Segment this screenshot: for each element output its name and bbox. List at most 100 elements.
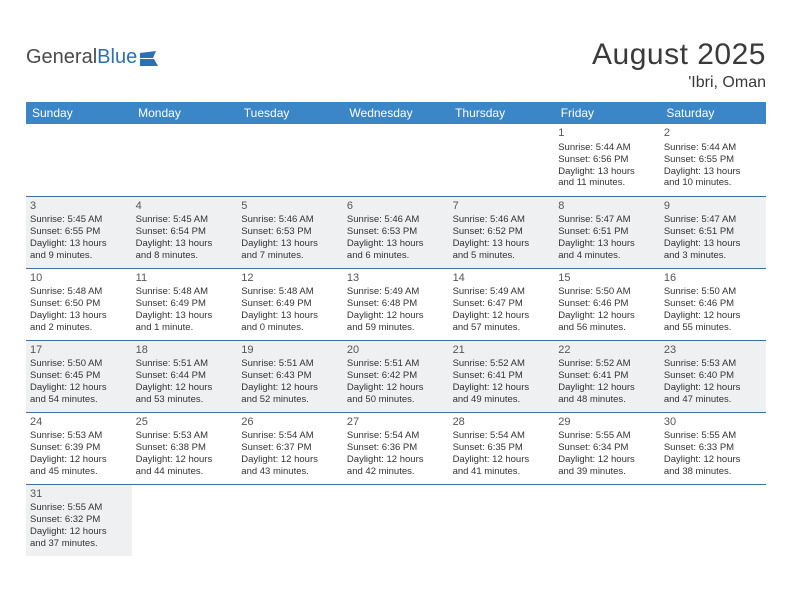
daylight2-text: and 41 minutes. — [453, 466, 551, 478]
sunset-text: Sunset: 6:34 PM — [558, 442, 656, 454]
daylight1-text: Daylight: 13 hours — [30, 238, 128, 250]
daylight2-text: and 45 minutes. — [30, 466, 128, 478]
day-cell: 25Sunrise: 5:53 AMSunset: 6:38 PMDayligh… — [132, 412, 238, 484]
day-cell: 31Sunrise: 5:55 AMSunset: 6:32 PMDayligh… — [26, 484, 132, 556]
sunrise-text: Sunrise: 5:50 AM — [30, 358, 128, 370]
sunset-text: Sunset: 6:38 PM — [136, 442, 234, 454]
daylight2-text: and 10 minutes. — [664, 177, 762, 189]
day-cell — [660, 484, 766, 556]
day-cell — [132, 124, 238, 196]
sunrise-text: Sunrise: 5:44 AM — [664, 142, 762, 154]
day-number: 26 — [241, 416, 339, 430]
logo: GeneralBlue — [26, 46, 162, 69]
day-number: 21 — [453, 344, 551, 358]
day-cell — [449, 484, 555, 556]
sunset-text: Sunset: 6:32 PM — [30, 514, 128, 526]
daylight1-text: Daylight: 12 hours — [453, 310, 551, 322]
sunset-text: Sunset: 6:46 PM — [558, 298, 656, 310]
day-cell: 6Sunrise: 5:46 AMSunset: 6:53 PMDaylight… — [343, 196, 449, 268]
week-row: 17Sunrise: 5:50 AMSunset: 6:45 PMDayligh… — [26, 340, 766, 412]
daylight2-text: and 9 minutes. — [30, 250, 128, 262]
sunrise-text: Sunrise: 5:44 AM — [558, 142, 656, 154]
day-number: 28 — [453, 416, 551, 430]
daylight1-text: Daylight: 12 hours — [347, 382, 445, 394]
day-header: Sunday — [26, 102, 132, 124]
daylight2-text: and 37 minutes. — [30, 538, 128, 550]
daylight1-text: Daylight: 12 hours — [136, 454, 234, 466]
daylight1-text: Daylight: 13 hours — [241, 310, 339, 322]
daylight1-text: Daylight: 12 hours — [664, 454, 762, 466]
day-cell: 13Sunrise: 5:49 AMSunset: 6:48 PMDayligh… — [343, 268, 449, 340]
daylight1-text: Daylight: 13 hours — [136, 310, 234, 322]
day-header: Thursday — [449, 102, 555, 124]
day-number: 30 — [664, 416, 762, 430]
sunrise-text: Sunrise: 5:53 AM — [664, 358, 762, 370]
day-number: 11 — [136, 272, 234, 286]
sunset-text: Sunset: 6:37 PM — [241, 442, 339, 454]
week-row: 1Sunrise: 5:44 AMSunset: 6:56 PMDaylight… — [26, 124, 766, 196]
day-number: 7 — [453, 200, 551, 214]
sunset-text: Sunset: 6:36 PM — [347, 442, 445, 454]
sunset-text: Sunset: 6:52 PM — [453, 226, 551, 238]
header: GeneralBlue August 2025 'Ibri, Oman — [26, 38, 766, 92]
day-header: Tuesday — [237, 102, 343, 124]
calendar-page: GeneralBlue August 2025 'Ibri, Oman Sund… — [0, 0, 792, 566]
sunrise-text: Sunrise: 5:49 AM — [453, 286, 551, 298]
sunset-text: Sunset: 6:54 PM — [136, 226, 234, 238]
sunset-text: Sunset: 6:49 PM — [136, 298, 234, 310]
daylight2-text: and 53 minutes. — [136, 394, 234, 406]
daylight2-text: and 42 minutes. — [347, 466, 445, 478]
sunrise-text: Sunrise: 5:46 AM — [347, 214, 445, 226]
sunset-text: Sunset: 6:40 PM — [664, 370, 762, 382]
daylight2-text: and 43 minutes. — [241, 466, 339, 478]
daylight2-text: and 44 minutes. — [136, 466, 234, 478]
day-cell: 5Sunrise: 5:46 AMSunset: 6:53 PMDaylight… — [237, 196, 343, 268]
daylight2-text: and 56 minutes. — [558, 322, 656, 334]
logo-text-2: Blue — [97, 46, 137, 69]
sunset-text: Sunset: 6:49 PM — [241, 298, 339, 310]
daylight1-text: Daylight: 13 hours — [558, 166, 656, 178]
daylight1-text: Daylight: 12 hours — [453, 382, 551, 394]
daylight2-text: and 54 minutes. — [30, 394, 128, 406]
daylight1-text: Daylight: 12 hours — [664, 382, 762, 394]
daylight2-text: and 6 minutes. — [347, 250, 445, 262]
location: 'Ibri, Oman — [592, 74, 766, 92]
daylight1-text: Daylight: 12 hours — [241, 382, 339, 394]
day-number: 31 — [30, 488, 128, 502]
day-number: 22 — [558, 344, 656, 358]
sunset-text: Sunset: 6:45 PM — [30, 370, 128, 382]
daylight1-text: Daylight: 12 hours — [453, 454, 551, 466]
day-number: 10 — [30, 272, 128, 286]
day-number: 16 — [664, 272, 762, 286]
day-cell — [237, 484, 343, 556]
daylight1-text: Daylight: 12 hours — [558, 310, 656, 322]
daylight2-text: and 5 minutes. — [453, 250, 551, 262]
sunset-text: Sunset: 6:41 PM — [453, 370, 551, 382]
day-header: Friday — [554, 102, 660, 124]
day-cell: 28Sunrise: 5:54 AMSunset: 6:35 PMDayligh… — [449, 412, 555, 484]
day-cell: 9Sunrise: 5:47 AMSunset: 6:51 PMDaylight… — [660, 196, 766, 268]
day-cell — [237, 124, 343, 196]
sunset-text: Sunset: 6:41 PM — [558, 370, 656, 382]
sunrise-text: Sunrise: 5:51 AM — [241, 358, 339, 370]
day-number: 6 — [347, 200, 445, 214]
week-row: 24Sunrise: 5:53 AMSunset: 6:39 PMDayligh… — [26, 412, 766, 484]
daylight2-text: and 55 minutes. — [664, 322, 762, 334]
calendar-table: Sunday Monday Tuesday Wednesday Thursday… — [26, 102, 766, 556]
sunset-text: Sunset: 6:55 PM — [30, 226, 128, 238]
day-header-row: Sunday Monday Tuesday Wednesday Thursday… — [26, 102, 766, 124]
day-number: 19 — [241, 344, 339, 358]
sunset-text: Sunset: 6:39 PM — [30, 442, 128, 454]
day-number: 29 — [558, 416, 656, 430]
daylight2-text: and 11 minutes. — [558, 177, 656, 189]
day-cell: 3Sunrise: 5:45 AMSunset: 6:55 PMDaylight… — [26, 196, 132, 268]
day-cell: 2Sunrise: 5:44 AMSunset: 6:55 PMDaylight… — [660, 124, 766, 196]
day-cell: 29Sunrise: 5:55 AMSunset: 6:34 PMDayligh… — [554, 412, 660, 484]
daylight2-text: and 4 minutes. — [558, 250, 656, 262]
day-cell: 17Sunrise: 5:50 AMSunset: 6:45 PMDayligh… — [26, 340, 132, 412]
sunset-text: Sunset: 6:51 PM — [558, 226, 656, 238]
daylight2-text: and 59 minutes. — [347, 322, 445, 334]
sunrise-text: Sunrise: 5:54 AM — [453, 430, 551, 442]
sunrise-text: Sunrise: 5:54 AM — [347, 430, 445, 442]
daylight2-text: and 8 minutes. — [136, 250, 234, 262]
